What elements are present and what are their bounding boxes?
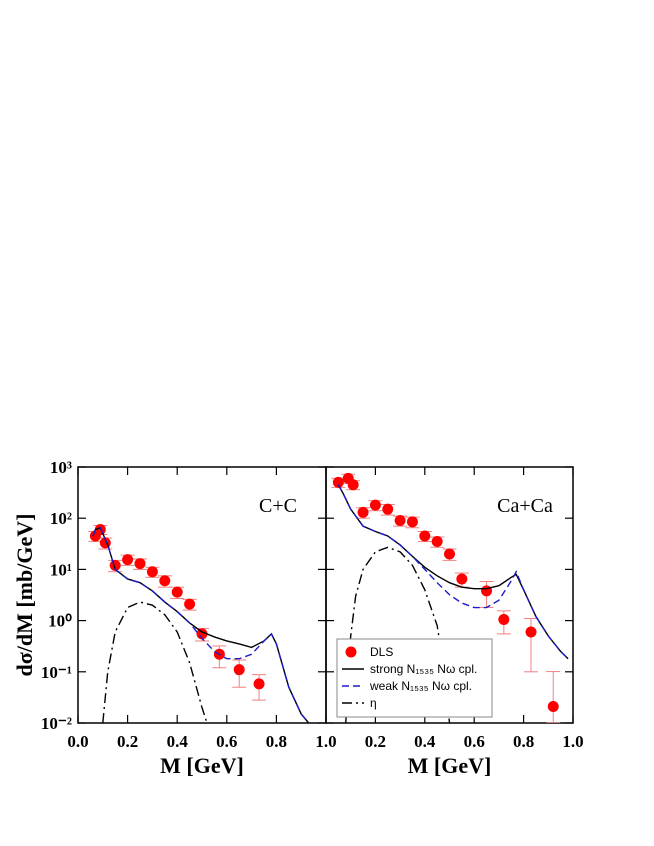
x-tick-label: 0.8 [266,732,287,751]
y-tick-label: 10¹ [50,560,72,579]
y-tick-label: 10⁻¹ [41,663,72,682]
data-point [431,536,443,548]
x-tick-label: 0.2 [365,732,386,751]
data-point [146,566,158,578]
plot-area [88,524,310,723]
data-point [369,499,381,511]
x-tick-label: 0.6 [216,732,237,751]
data-point [357,506,369,518]
data-point [332,476,344,488]
data-point [134,558,146,570]
legend-label: strong N₁₅₃₅ Nω cpl. [370,662,477,676]
curve [92,526,310,723]
annotation: Ca+Ca [497,495,553,517]
data-point [94,524,106,536]
y-tick-label: 10² [50,509,72,528]
x-tick-label: 0.2 [117,732,138,751]
data-point [382,503,394,515]
data-point [347,479,359,491]
data-point [196,628,208,640]
y-tick-label: 10⁻² [41,714,72,733]
data-point [394,515,406,527]
x-tick-label: 0.6 [464,732,485,751]
annotation: C+C [259,495,297,517]
x-axis-label: M [GeV] [160,753,244,778]
data-point [444,548,455,560]
y-axis-label: dσ/dM [mb/GeV] [12,514,37,677]
curve [345,546,451,723]
legend-box [336,638,493,718]
x-axis-label: M [GeV] [408,753,492,778]
error-bar [546,671,561,723]
data-point [184,598,196,610]
y-tick-label: 10⁰ [48,612,72,631]
plot-area [331,472,569,723]
data-point [525,626,537,638]
data-point [547,701,559,713]
x-tick-label: 0.8 [513,732,534,751]
curve [92,526,310,723]
data-point [122,554,134,566]
data-point [406,516,418,528]
legend-label: weak N₁₅₃₅ Nω cpl. [369,679,472,693]
x-tick-label: 1.0 [315,732,336,751]
curve [337,484,569,660]
x-tick-label: 0.0 [67,732,88,751]
x-tick-label: 1.0 [562,732,583,751]
legend-swatch [345,646,357,658]
x-tick-label: 0.4 [414,732,436,751]
curve [102,601,208,723]
data-point [253,678,265,690]
data-point [419,530,431,542]
legend-label: η [370,696,377,710]
x-tick-label: 0.4 [167,732,189,751]
legend-label: DLS [370,645,393,659]
data-point [171,586,183,598]
data-point [159,575,171,587]
data-point [233,664,245,676]
data-point [498,614,510,626]
data-point [456,573,468,585]
y-tick-label: 10³ [50,458,72,477]
